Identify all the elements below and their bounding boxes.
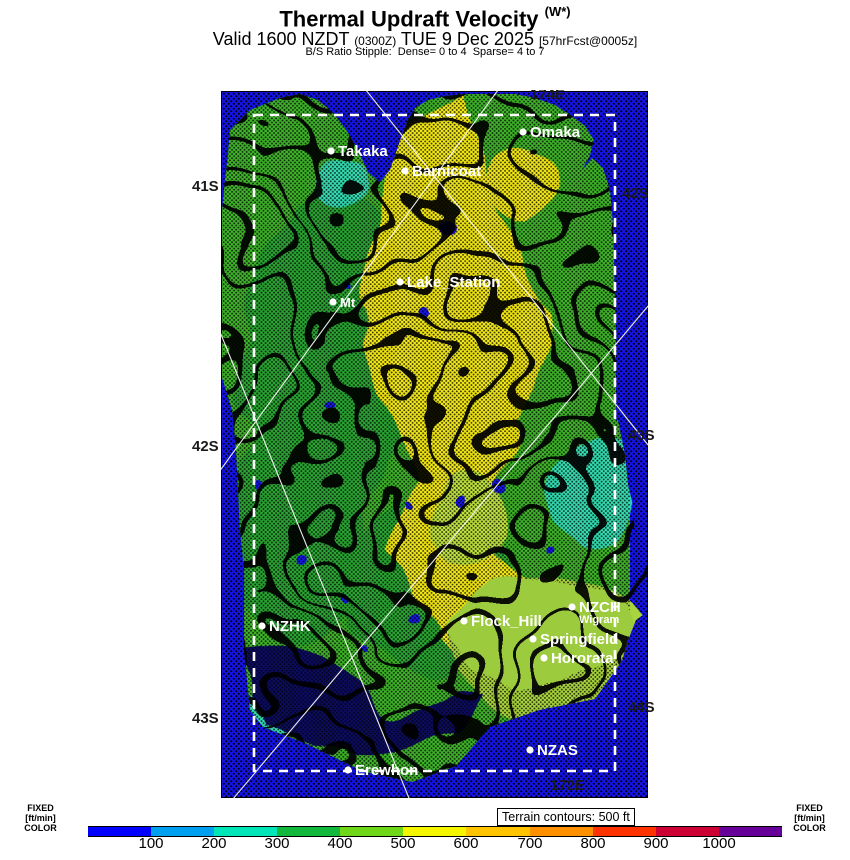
svg-text:Flock_Hill: Flock_Hill — [471, 613, 542, 630]
svg-text:Lake_Station: Lake_Station — [407, 274, 500, 291]
svg-text:NZHK: NZHK — [269, 618, 311, 635]
svg-text:Barnicoat: Barnicoat — [412, 163, 481, 180]
svg-text:172E: 172E — [550, 777, 585, 794]
svg-text:Wigram: Wigram — [579, 614, 619, 626]
svg-text:Springfield: Springfield — [540, 631, 618, 648]
svg-text:43S: 43S — [628, 427, 655, 444]
svg-text:41S: 41S — [192, 178, 219, 195]
svg-text:42S: 42S — [192, 438, 219, 455]
svg-text:NZAS: NZAS — [537, 742, 578, 759]
svg-text:42S: 42S — [622, 185, 649, 202]
svg-text:Mt: Mt — [340, 295, 356, 310]
svg-text:Takaka: Takaka — [338, 143, 388, 160]
svg-text:43S: 43S — [192, 710, 219, 727]
svg-text:Erewhon: Erewhon — [355, 762, 418, 779]
svg-text:Hororata: Hororata — [551, 650, 614, 667]
svg-text:174E: 174E — [530, 90, 565, 103]
svg-text:44S: 44S — [628, 699, 655, 716]
svg-text:Omaka: Omaka — [530, 124, 581, 141]
